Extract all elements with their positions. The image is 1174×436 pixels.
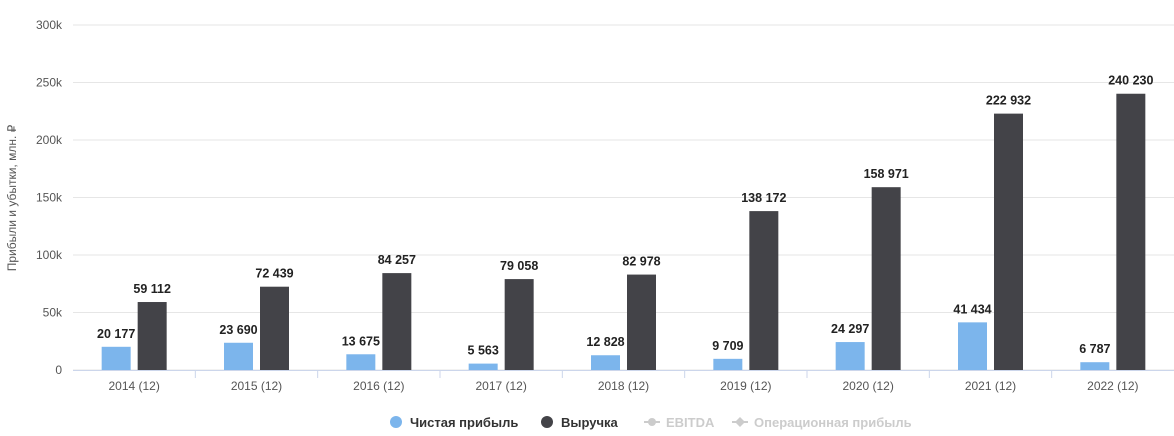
x-tick-label: 2022 (12) xyxy=(1087,379,1138,393)
data-label: 23 690 xyxy=(219,323,257,337)
legend-item[interactable]: Чистая прибыль xyxy=(390,415,518,430)
y-axis-label: Прибыли и убытки, млн. ₽ xyxy=(5,124,19,271)
legend-marker-icon xyxy=(735,417,745,427)
bar-revenue[interactable] xyxy=(994,113,1023,370)
data-label: 240 230 xyxy=(1108,74,1153,88)
bar-revenue[interactable] xyxy=(1116,93,1146,370)
data-label: 72 439 xyxy=(255,267,293,281)
data-label: 59 112 xyxy=(133,282,171,296)
data-labels: 20 177 59 112 23 690 72 439 13 675 84 257 5 56… xyxy=(97,74,1153,358)
bar-net-profit[interactable] xyxy=(1080,362,1110,370)
data-label: 13 675 xyxy=(342,334,380,348)
data-label: 6 787 xyxy=(1079,342,1110,356)
bar-net-profit[interactable] xyxy=(224,342,253,370)
legend-marker-icon xyxy=(541,416,553,428)
y-tick-label: 150k xyxy=(36,191,63,205)
data-label: 20 177 xyxy=(97,327,135,341)
data-label: 5 563 xyxy=(468,344,499,358)
y-tick-label: 300k xyxy=(36,18,63,32)
data-label: 12 828 xyxy=(586,335,624,349)
x-tick-label: 2016 (12) xyxy=(353,379,404,393)
y-tick-label: 50k xyxy=(43,306,63,320)
bar-net-profit[interactable] xyxy=(835,342,865,370)
x-tick-label: 2020 (12) xyxy=(842,379,893,393)
data-label: 82 978 xyxy=(622,255,660,269)
legend[interactable]: Чистая прибыль Выручка EBITDA Операционная … xyxy=(390,415,912,430)
x-tick-label: 2014 (12) xyxy=(108,379,159,393)
x-axis: 2014 (12) 2015 (12) 2016 (12) 2017 (12) 2018… xyxy=(73,370,1174,393)
y-tick-label: 200k xyxy=(36,133,63,147)
y-tick-label: 0 xyxy=(55,363,62,377)
x-tick-label: 2018 (12) xyxy=(598,379,649,393)
bars xyxy=(101,93,1146,370)
grid-lines xyxy=(73,24,1174,371)
legend-label: Чистая прибыль xyxy=(410,415,518,430)
legend-label: EBITDA xyxy=(666,415,715,430)
bar-net-profit[interactable] xyxy=(346,354,376,370)
legend-marker-icon xyxy=(390,416,402,428)
x-tick-label: 2015 (12) xyxy=(231,379,282,393)
data-label: 158 971 xyxy=(864,167,909,181)
bar-net-profit[interactable] xyxy=(101,346,131,370)
y-tick-label: 100k xyxy=(36,248,63,262)
bar-net-profit[interactable] xyxy=(713,358,743,370)
data-label: 222 932 xyxy=(986,94,1031,108)
bar-net-profit[interactable] xyxy=(591,355,620,370)
data-label: 24 297 xyxy=(831,322,869,336)
legend-marker-icon xyxy=(648,418,656,426)
bar-revenue[interactable] xyxy=(871,187,901,370)
legend-item[interactable]: Выручка xyxy=(541,415,619,430)
data-label: 138 172 xyxy=(741,191,786,205)
bar-revenue[interactable] xyxy=(627,274,656,370)
data-label: 84 257 xyxy=(378,253,416,267)
bar-revenue[interactable] xyxy=(749,211,779,370)
bar-revenue[interactable] xyxy=(137,302,167,370)
bar-revenue[interactable] xyxy=(382,273,412,370)
y-axis: 0 50k 100k 150k 200k 250k 300k xyxy=(36,18,63,377)
data-label: 79 058 xyxy=(500,259,538,273)
bar-revenue[interactable] xyxy=(504,279,534,370)
x-tick-label: 2017 (12) xyxy=(475,379,526,393)
data-label: 41 434 xyxy=(953,302,991,316)
x-tick-label: 2019 (12) xyxy=(720,379,771,393)
x-tick-label: 2021 (12) xyxy=(965,379,1016,393)
legend-label: Выручка xyxy=(561,415,619,430)
legend-label: Операционная прибыль xyxy=(754,415,912,430)
legend-item[interactable]: EBITDA xyxy=(644,415,715,430)
legend-item[interactable]: Операционная прибыль xyxy=(732,415,912,430)
bar-revenue[interactable] xyxy=(260,286,289,370)
bar-net-profit[interactable] xyxy=(958,322,987,370)
bar-net-profit[interactable] xyxy=(468,363,498,370)
y-tick-label: 250k xyxy=(36,76,63,90)
data-label: 9 709 xyxy=(712,339,743,353)
